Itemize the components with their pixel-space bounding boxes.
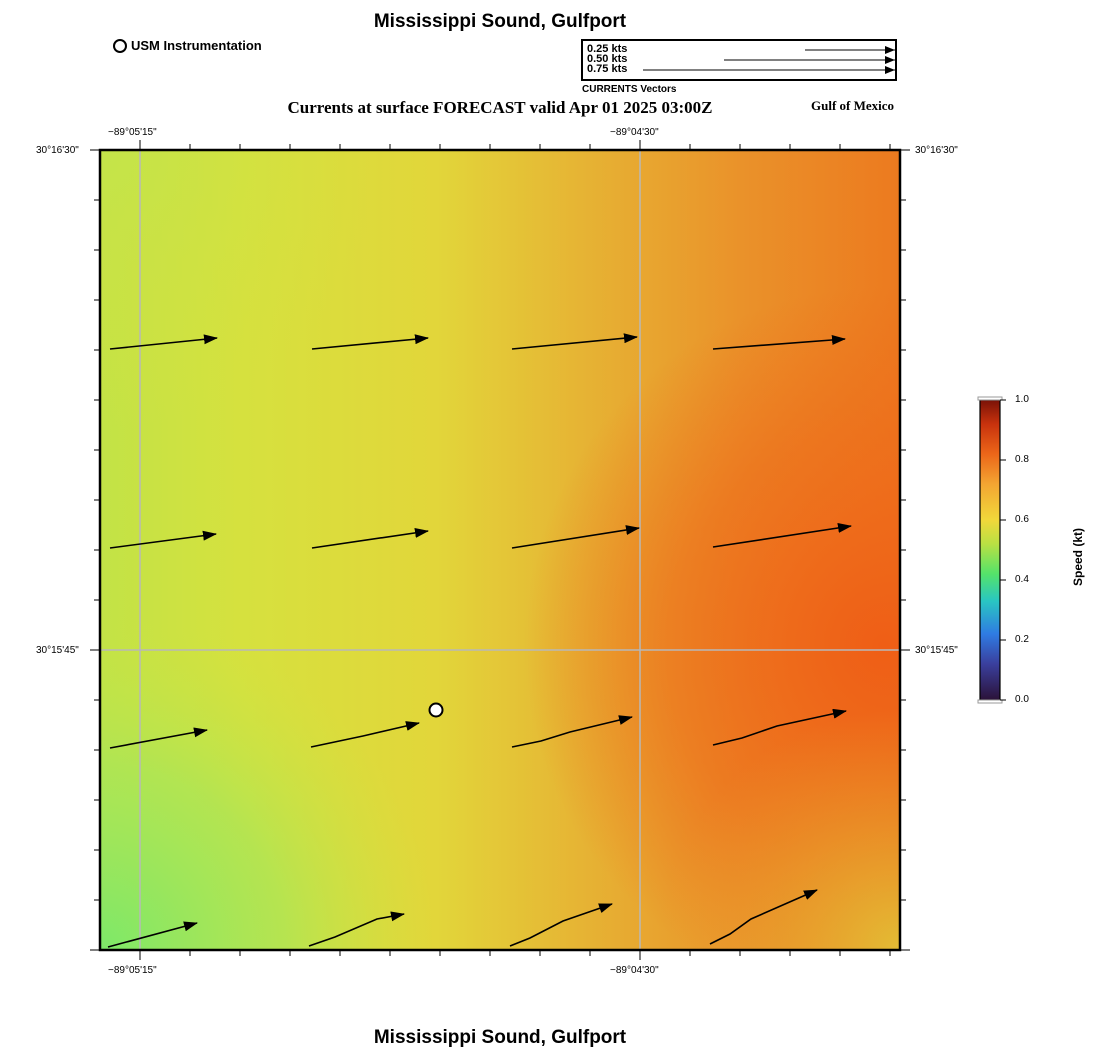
colorbar-gradient — [979, 399, 1001, 701]
vector-legend-labels: 0.25 kts 0.50 kts 0.75 kts — [587, 43, 628, 75]
colorbar-tick-label: 0.8 — [1015, 454, 1029, 465]
instrument-marker-icon — [113, 38, 127, 53]
colorbar-title: Speed (kt) — [1071, 528, 1085, 587]
current-vector — [712, 708, 847, 746]
legend-label-075: 0.75 kts — [587, 63, 628, 75]
current-vector — [511, 525, 640, 549]
colorbar-tick-label: 0.6 — [1015, 514, 1029, 525]
right-tick-label-2: 30°15'45" — [915, 645, 958, 656]
frame-ticks — [90, 140, 910, 960]
current-vector — [509, 903, 613, 947]
marker-legend: USM Instrumentation — [113, 38, 262, 53]
vector-legend-arrows — [643, 46, 895, 74]
current-vectors — [107, 333, 852, 948]
marker-legend-label: USM Instrumentation — [131, 38, 262, 53]
current-vector — [109, 727, 208, 749]
top-tick-label-2: −89°04'30" — [610, 127, 659, 138]
bottom-tick-label-2: −89°04'30" — [610, 965, 659, 976]
colorbar — [977, 396, 1006, 704]
current-vector — [311, 527, 429, 549]
bottom-tick-label-1: −89°05'15" — [108, 965, 157, 976]
current-vector — [712, 523, 852, 548]
map-subtitle: Currents at surface FORECAST valid Apr 0… — [287, 98, 713, 117]
current-vector — [709, 889, 818, 945]
current-vector — [310, 721, 420, 748]
map-title: Mississippi Sound, Gulfport — [373, 11, 627, 32]
current-vector — [712, 334, 846, 350]
current-vector — [109, 530, 217, 549]
vector-legend-box: 0.25 kts 0.50 kts 0.75 kts — [581, 39, 897, 81]
map-panel — [90, 140, 910, 960]
vector-legend-caption: CURRENTS Vectors — [582, 84, 677, 95]
colorbar-tick-label: 0.0 — [1015, 694, 1029, 705]
current-vector — [308, 911, 405, 947]
left-tick-label-1: 30°16'30" — [36, 145, 79, 156]
usm-instrument-marker — [428, 702, 444, 718]
footer-title: Mississippi Sound, Gulfport — [373, 1027, 627, 1048]
legend-label-050: 0.50 kts — [587, 53, 628, 65]
current-vector — [109, 334, 218, 350]
left-tick-label-2: 30°15'45" — [36, 645, 79, 656]
colorbar-tick-label: 1.0 — [1015, 394, 1029, 405]
current-vector — [107, 921, 198, 948]
right-tick-label-1: 30°16'30" — [915, 145, 958, 156]
legend-label-025: 0.25 kts — [587, 43, 628, 55]
top-tick-label-1: −89°05'15" — [108, 127, 157, 138]
colorbar-tick-label: 0.2 — [1015, 634, 1029, 645]
current-vector — [511, 715, 633, 748]
colorbar-tick-label: 0.4 — [1015, 574, 1029, 585]
current-vector — [511, 333, 638, 350]
current-vector — [311, 334, 429, 350]
region-label: Gulf of Mexico — [811, 98, 895, 113]
